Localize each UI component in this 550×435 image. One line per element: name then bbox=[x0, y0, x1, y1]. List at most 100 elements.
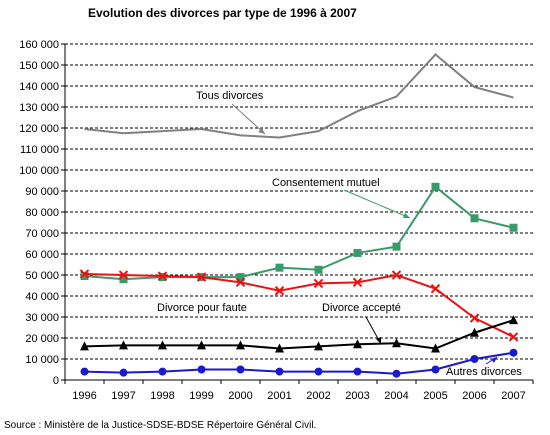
x-tick-label: 2004 bbox=[384, 390, 408, 402]
data-point bbox=[313, 278, 324, 289]
series-divorce-pour-faute bbox=[79, 269, 519, 342]
data-point bbox=[197, 340, 206, 350]
data-point bbox=[392, 338, 401, 348]
series-line-autres-divorces bbox=[84, 351, 514, 375]
y-tick-label: 160 000 bbox=[19, 39, 59, 51]
y-tick-label: 140 000 bbox=[19, 81, 59, 93]
y-tick-label: 90 000 bbox=[25, 186, 59, 198]
data-point bbox=[79, 269, 90, 279]
y-tick-label: 80 000 bbox=[25, 207, 59, 219]
source-note: Source : Ministère de la Justice-SDSE-BD… bbox=[4, 420, 316, 431]
data-point bbox=[235, 277, 246, 288]
data-point bbox=[430, 283, 441, 294]
data-point bbox=[119, 340, 128, 350]
data-point bbox=[509, 348, 518, 357]
y-tick-label: 120 000 bbox=[19, 123, 59, 135]
series-tous-divorces bbox=[84, 53, 514, 139]
annotation-autres-divorces: Autres divorces bbox=[446, 366, 522, 378]
data-point bbox=[80, 367, 89, 376]
data-point bbox=[157, 271, 168, 281]
annotations: Tous divorces Consentement mutuel Divorc… bbox=[157, 90, 522, 378]
y-tick-label: 110 000 bbox=[20, 144, 59, 156]
series-lines bbox=[79, 53, 519, 378]
annotation-tous-divorces: Tous divorces bbox=[196, 90, 264, 102]
x-tick-label: 2001 bbox=[267, 390, 291, 402]
data-point bbox=[314, 341, 323, 351]
data-point bbox=[275, 263, 284, 272]
data-point bbox=[119, 368, 128, 377]
data-point bbox=[118, 270, 129, 280]
data-point bbox=[508, 332, 519, 342]
data-point bbox=[509, 315, 518, 325]
x-tick-label: 2006 bbox=[462, 390, 486, 402]
data-point bbox=[80, 272, 89, 281]
y-tick-label: 100 000 bbox=[19, 165, 59, 177]
arrowhead-divorce-accepte bbox=[376, 337, 381, 344]
arrowhead-consentement-mutuel bbox=[403, 213, 410, 218]
data-point bbox=[470, 327, 479, 337]
arrow-consentement-mutuel bbox=[343, 189, 411, 219]
grid-lines bbox=[65, 43, 533, 360]
y-tick-label: 10 000 bbox=[25, 354, 59, 366]
y-tick-label: 150 000 bbox=[19, 60, 59, 72]
series-autres-divorces bbox=[80, 348, 518, 378]
y-tick-label: 60 000 bbox=[25, 249, 59, 261]
series-line-divorce-accept bbox=[84, 319, 514, 350]
y-tick-label: 20 000 bbox=[25, 333, 59, 345]
data-point bbox=[119, 275, 128, 284]
data-point bbox=[470, 214, 479, 223]
data-point bbox=[431, 365, 440, 374]
y-tick-label: 50 000 bbox=[25, 270, 59, 282]
data-point bbox=[314, 265, 323, 274]
data-point bbox=[314, 367, 323, 376]
annotation-consentement-mutuel: Consentement mutuel bbox=[272, 177, 380, 189]
series-line-divorce-pour-faute bbox=[84, 272, 514, 338]
x-tick-label: 2003 bbox=[345, 390, 369, 402]
data-point bbox=[236, 365, 245, 374]
data-point bbox=[275, 367, 284, 376]
data-point bbox=[197, 365, 206, 374]
data-point bbox=[392, 242, 401, 251]
data-point bbox=[353, 367, 362, 376]
data-point bbox=[80, 341, 89, 351]
data-point bbox=[431, 343, 440, 353]
data-point bbox=[353, 339, 362, 349]
data-point bbox=[236, 340, 245, 350]
y-axis-ticks: 0 10 000 20 000 30 000 40 000 50 000 60 000 70 … bbox=[19, 39, 65, 387]
x-tick-label: 1998 bbox=[150, 390, 174, 402]
data-point bbox=[469, 313, 480, 323]
annotation-divorce-pour-faute: Divorce pour faute bbox=[157, 302, 247, 314]
data-point bbox=[236, 273, 245, 282]
data-point bbox=[391, 270, 402, 280]
y-tick-label: 130 000 bbox=[19, 102, 59, 114]
x-tick-label: 2000 bbox=[228, 390, 252, 402]
series-line-consentement-mutuel bbox=[84, 185, 514, 281]
arrowhead-tous-divorces bbox=[258, 128, 265, 134]
y-tick-label: 40 000 bbox=[25, 291, 59, 303]
x-tick-label: 2005 bbox=[423, 390, 447, 402]
data-point bbox=[158, 340, 167, 350]
series-divorce-accept bbox=[80, 315, 518, 353]
y-tick-label: 30 000 bbox=[25, 312, 59, 324]
data-point bbox=[431, 182, 440, 191]
x-tick-label: 1999 bbox=[189, 390, 213, 402]
x-tick-label: 2007 bbox=[501, 390, 525, 402]
data-point bbox=[158, 367, 167, 376]
chart-title: Evolution des divorces par type de 1996 … bbox=[88, 6, 357, 20]
annotation-divorce-accepte: Divorce accepté bbox=[322, 302, 401, 314]
y-tick-label: 0 bbox=[53, 375, 59, 387]
data-point bbox=[275, 343, 284, 353]
arrow-tous-divorces bbox=[231, 103, 266, 135]
x-axis-ticks: 1996 1997 1998 1999 2000 2001 2002 2003 2004 2005… bbox=[64, 380, 534, 402]
data-point bbox=[509, 223, 518, 232]
series-line-tous-divorces bbox=[84, 53, 514, 139]
data-point bbox=[352, 277, 363, 288]
x-tick-label: 1996 bbox=[72, 390, 96, 402]
data-point bbox=[392, 369, 401, 378]
x-tick-label: 1997 bbox=[111, 390, 135, 402]
y-tick-label: 70 000 bbox=[25, 228, 59, 240]
data-point bbox=[196, 272, 207, 282]
x-tick-label: 2002 bbox=[306, 390, 330, 402]
data-point bbox=[353, 248, 362, 257]
